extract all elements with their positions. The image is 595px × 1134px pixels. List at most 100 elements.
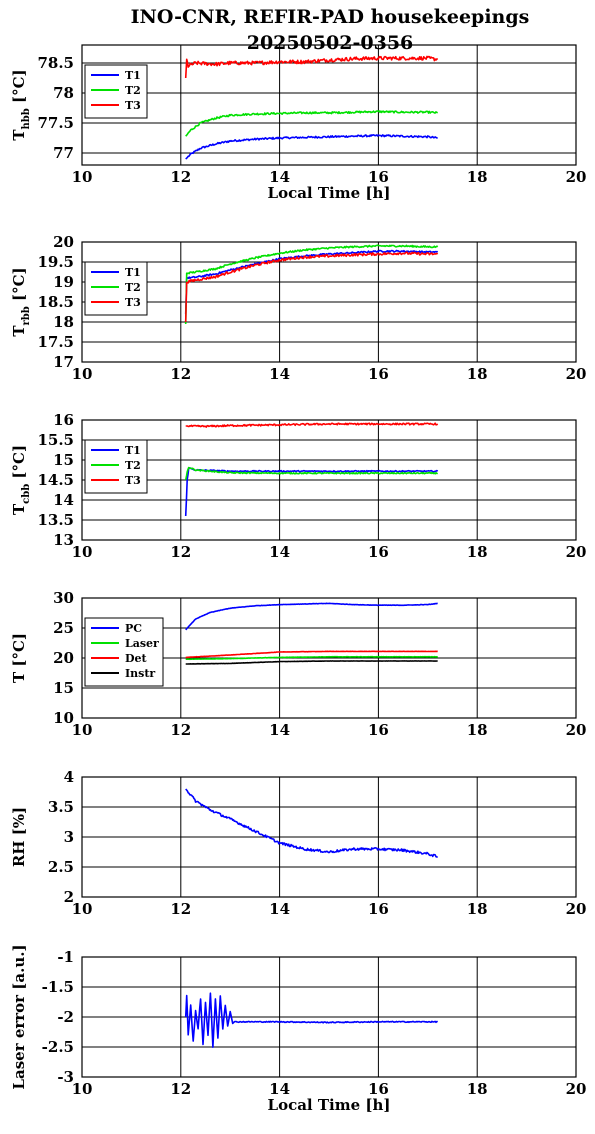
legend-label-det: Det bbox=[125, 652, 148, 665]
series-line-t3 bbox=[184, 55, 439, 79]
y-tick-label: 19 bbox=[53, 273, 74, 291]
x-tick-label: 20 bbox=[566, 721, 587, 739]
x-tick-label: 14 bbox=[269, 168, 290, 186]
series-line-det bbox=[185, 650, 438, 659]
x-tick-label: 20 bbox=[566, 168, 587, 186]
panel-4: 10 12 14 16 18 20 10 15 20 25 30 T [°C] PC Laser Det In… bbox=[10, 589, 586, 739]
legend: PC Laser Det Instr bbox=[84, 617, 164, 687]
x-tick-label: 16 bbox=[368, 1080, 389, 1098]
x-tick-label: 18 bbox=[467, 365, 488, 383]
y-tick-label: 30 bbox=[53, 589, 74, 607]
series-line-t1 bbox=[184, 467, 439, 517]
legend-label-instr: Instr bbox=[125, 667, 155, 680]
legend-box bbox=[84, 439, 148, 494]
x-tick-label: 12 bbox=[170, 900, 191, 918]
series-line-t2 bbox=[185, 110, 438, 137]
x-tick-label: 20 bbox=[566, 900, 587, 918]
legend-label-t2: T2 bbox=[125, 459, 141, 472]
y-tick-label: -2.5 bbox=[42, 1038, 74, 1056]
figure-title-line2: 20250502-0356 bbox=[247, 32, 414, 54]
x-tick-label: 10 bbox=[72, 168, 93, 186]
plot-frame bbox=[81, 956, 577, 1078]
x-axis-label: Local Time [h] bbox=[268, 1096, 391, 1114]
legend-box bbox=[84, 64, 148, 119]
y-tick-label: 15 bbox=[53, 451, 74, 469]
x-tick-label: 16 bbox=[368, 900, 389, 918]
series-line-t2 bbox=[184, 466, 438, 481]
series-line-laser bbox=[185, 655, 438, 661]
y-tick-label: 14.5 bbox=[37, 471, 74, 489]
x-tick-label: 20 bbox=[566, 543, 587, 561]
y-tick-label: -2 bbox=[57, 1008, 74, 1026]
legend-box bbox=[84, 617, 164, 687]
x-tick-label: 12 bbox=[170, 168, 191, 186]
x-tick-label: 10 bbox=[72, 1080, 93, 1098]
x-tick-label: 12 bbox=[170, 721, 191, 739]
series-line-series bbox=[185, 788, 438, 858]
y-tick-label: 2 bbox=[64, 888, 74, 906]
x-tick-label: 18 bbox=[467, 1080, 488, 1098]
legend-box bbox=[84, 261, 148, 316]
legend: T1 T2 T3 bbox=[84, 439, 148, 494]
plot-frame bbox=[81, 597, 577, 719]
y-tick-label: 20 bbox=[53, 649, 74, 667]
x-tick-label: 14 bbox=[269, 900, 290, 918]
x-tick-label: 18 bbox=[467, 168, 488, 186]
y-tick-label: 3.5 bbox=[48, 798, 74, 816]
plot-frame bbox=[81, 44, 577, 166]
x-tick-label: 14 bbox=[269, 1080, 290, 1098]
x-tick-label: 12 bbox=[170, 543, 191, 561]
plot-frame bbox=[81, 241, 577, 363]
y-tick-label: 18 bbox=[53, 313, 74, 331]
plot-frame bbox=[81, 419, 577, 541]
x-tick-label: 16 bbox=[368, 543, 389, 561]
y-axis-label: Tcbb [°C] bbox=[10, 445, 32, 515]
y-axis-label: Trbb [°C] bbox=[10, 267, 32, 336]
y-tick-label: 15.5 bbox=[37, 431, 74, 449]
series-line-instr bbox=[185, 660, 438, 665]
y-tick-label: 25 bbox=[53, 619, 74, 637]
legend-label-t1: T1 bbox=[125, 69, 141, 82]
legend-label-t3: T3 bbox=[125, 296, 141, 309]
x-tick-label: 20 bbox=[566, 365, 587, 383]
legend-label-laser: Laser bbox=[125, 637, 159, 650]
x-tick-label: 20 bbox=[566, 1080, 587, 1098]
legend-label-t3: T3 bbox=[125, 99, 141, 112]
y-tick-label: 16 bbox=[53, 411, 74, 429]
y-tick-label: 13 bbox=[53, 531, 74, 549]
x-tick-label: 14 bbox=[269, 365, 290, 383]
y-axis-label: Thbb [°C] bbox=[10, 69, 32, 140]
x-axis-label: Local Time [h] bbox=[268, 184, 391, 202]
series-line-t1 bbox=[185, 134, 438, 160]
panel-3: 10 12 14 16 18 20 13 13.5 14 14.5 15 15.5 16 Tcbb [°C… bbox=[10, 411, 586, 561]
x-tick-label: 10 bbox=[72, 365, 93, 383]
legend-label-pc: PC bbox=[125, 622, 142, 635]
x-tick-label: 16 bbox=[368, 365, 389, 383]
y-tick-label: 2.5 bbox=[48, 858, 74, 876]
x-tick-label: 10 bbox=[72, 543, 93, 561]
legend-label-t1: T1 bbox=[125, 444, 141, 457]
series-line-t3 bbox=[185, 422, 439, 428]
series-line-series bbox=[184, 992, 438, 1048]
y-tick-label: 18.5 bbox=[37, 293, 74, 311]
y-tick-label: 78.5 bbox=[37, 54, 74, 72]
series-line-pc bbox=[185, 602, 438, 631]
y-tick-label: 19.5 bbox=[37, 253, 74, 271]
panel-5: 10 12 14 16 18 20 2 2.5 3 3.5 4 RH [%] bbox=[10, 768, 586, 918]
y-tick-label: -3 bbox=[57, 1068, 74, 1086]
x-tick-label: 10 bbox=[72, 721, 93, 739]
y-axis-label: RH [%] bbox=[10, 807, 28, 867]
y-tick-label: 14 bbox=[53, 491, 74, 509]
panel-6: 10 12 14 16 18 20 -3 -2.5 -2 -1.5 -1 Laser error [a… bbox=[10, 944, 586, 1114]
x-tick-label: 10 bbox=[72, 900, 93, 918]
legend-label-t1: T1 bbox=[125, 266, 141, 279]
series-line-t2 bbox=[184, 244, 439, 325]
x-tick-label: 16 bbox=[368, 168, 389, 186]
panel-2: 10 12 14 16 18 20 17 17.5 18 18.5 19 19.5 20 Trbb [°C… bbox=[10, 233, 586, 383]
y-axis-label: Laser error [a.u.] bbox=[10, 944, 28, 1089]
y-tick-label: 4 bbox=[64, 768, 74, 786]
legend-label-t2: T2 bbox=[125, 281, 141, 294]
y-tick-label: 3 bbox=[64, 828, 74, 846]
x-tick-label: 14 bbox=[269, 543, 290, 561]
